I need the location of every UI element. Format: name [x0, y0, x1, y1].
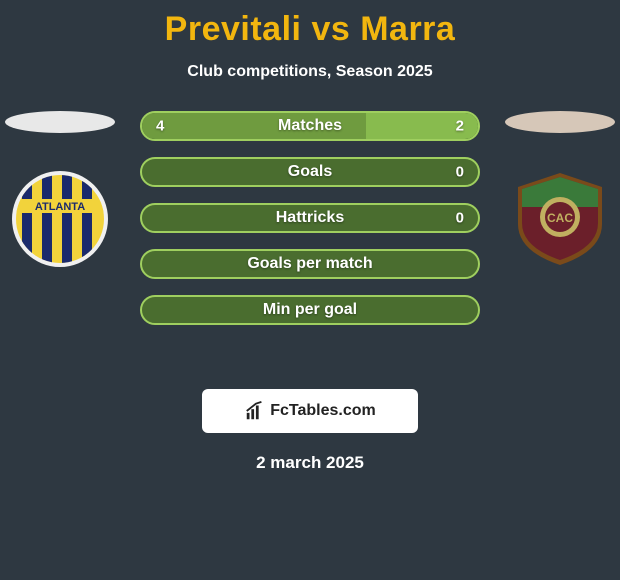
- stat-row: Goals per match: [140, 249, 480, 279]
- stat-label: Goals: [288, 163, 332, 181]
- stat-row: Min per goal: [140, 295, 480, 325]
- stats-container: 4 2 Matches 0 Goals 0 Hattricks Goals per match…: [140, 111, 480, 325]
- match-date: 2 march 2025: [0, 453, 620, 473]
- stat-row: 0 Hattricks: [140, 203, 480, 233]
- stat-row: 0 Goals: [140, 157, 480, 187]
- stat-label: Goals per match: [247, 255, 372, 273]
- stat-value-right: 0: [456, 164, 464, 181]
- fctables-logo: FcTables.com: [202, 389, 418, 433]
- stat-value-right: 2: [456, 118, 464, 135]
- left-club-column: ATLANTA: [0, 111, 120, 269]
- stat-row: 4 2 Matches: [140, 111, 480, 141]
- content-area: ATLANTA CAC 4 2 Matches 0 Goals 0 Hattricks Goa…: [0, 111, 620, 371]
- subtitle: Club competitions, Season 2025: [0, 63, 620, 81]
- title-player2: Marra: [360, 10, 455, 48]
- stat-label: Matches: [278, 117, 342, 135]
- stat-label: Hattricks: [276, 209, 344, 227]
- atlanta-badge-icon: ATLANTA: [10, 169, 110, 269]
- cac-badge-icon: CAC: [510, 169, 610, 269]
- comparison-card: Previtali vs Marra Club competitions, Se…: [0, 0, 620, 580]
- right-club-badge: CAC: [510, 169, 610, 269]
- title-vs: vs: [311, 10, 350, 48]
- stat-label: Min per goal: [263, 301, 357, 319]
- chart-icon: [244, 400, 266, 422]
- page-title: Previtali vs Marra: [0, 0, 620, 49]
- svg-text:CAC: CAC: [547, 211, 573, 225]
- left-marker: [5, 111, 115, 133]
- right-club-column: CAC: [500, 111, 620, 269]
- stat-value-left: 4: [156, 118, 164, 135]
- stat-value-right: 0: [456, 210, 464, 227]
- left-club-badge: ATLANTA: [10, 169, 110, 269]
- title-player1: Previtali: [165, 10, 302, 48]
- footer-text: FcTables.com: [270, 402, 376, 420]
- right-marker: [505, 111, 615, 133]
- svg-text:ATLANTA: ATLANTA: [35, 201, 85, 213]
